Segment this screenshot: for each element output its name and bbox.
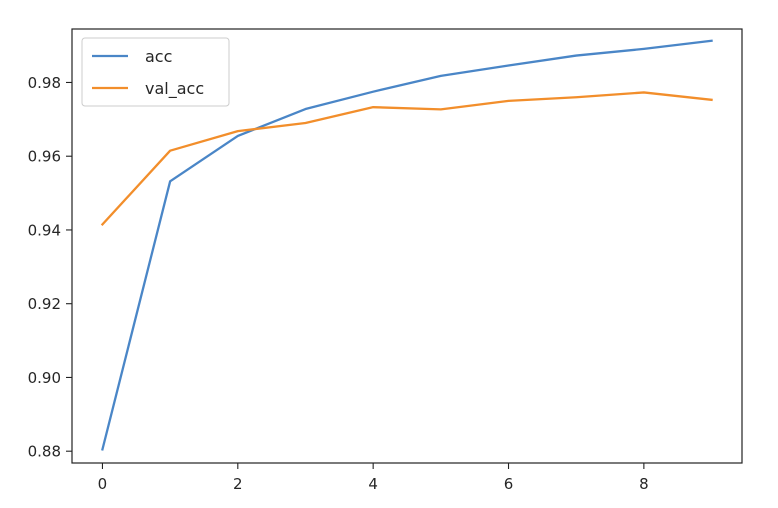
x-axis: 0 2 4 6 8	[98, 463, 649, 493]
x-tick-label: 4	[368, 475, 378, 493]
y-tick-label: 0.96	[28, 148, 61, 166]
plot-frame	[71, 28, 743, 464]
series-layer	[100, 39, 713, 451]
y-tick-label: 0.94	[28, 221, 61, 239]
y-tick-label: 0.98	[28, 74, 61, 92]
legend-label-acc: acc	[145, 47, 172, 66]
series-line-acc	[101, 39, 713, 451]
x-tick-label: 6	[504, 475, 514, 493]
x-tick-label: 2	[233, 475, 243, 493]
y-axis: 0.88 0.90 0.92 0.94 0.96 0.98	[28, 74, 72, 461]
x-tick-label: 8	[639, 475, 649, 493]
y-tick-label: 0.90	[28, 369, 61, 387]
y-tick-label: 0.92	[28, 295, 61, 313]
series-line-val-acc	[100, 91, 713, 227]
x-tick-label: 0	[98, 475, 108, 493]
legend-label-val-acc: val_acc	[145, 79, 204, 99]
y-tick-label: 0.88	[28, 443, 61, 461]
legend: acc val_acc	[81, 37, 230, 107]
